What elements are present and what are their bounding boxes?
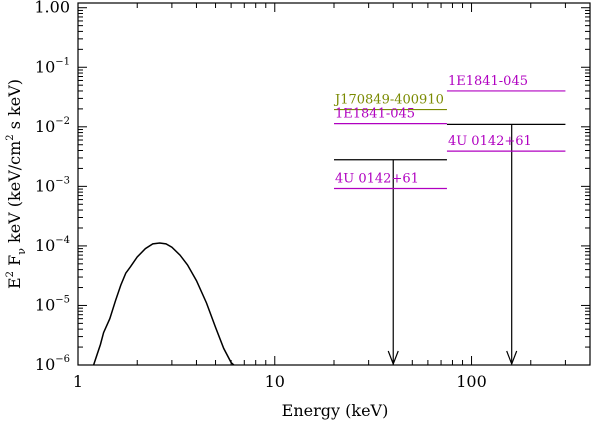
- y-axis-label-sup: 2: [5, 134, 16, 140]
- y-axis-label: E2 Fν keV (keV/cm2 s keV): [5, 79, 28, 289]
- y-tick-exponent: −6: [55, 354, 70, 365]
- y-axis-label-part: E: [5, 277, 24, 289]
- x-tick-label: 1: [73, 372, 83, 391]
- series-layer: [92, 242, 235, 366]
- y-tick-mantissa: 10: [35, 176, 55, 195]
- y-axis-label-part: F: [5, 255, 24, 271]
- source-label: 4U 0142+61: [448, 134, 532, 149]
- upper-limits-layer: [334, 123, 566, 366]
- y-tick-mantissa: 10: [35, 295, 55, 314]
- x-tick-label: 100: [456, 372, 487, 391]
- plot-frame: [77, 2, 591, 366]
- source-label: 4U 0142+61: [335, 172, 419, 187]
- y-tick-exponent: −5: [55, 294, 70, 305]
- y-tick-label: 1.00: [34, 0, 70, 17]
- spectrum-curve: [92, 242, 235, 366]
- y-axis-label-part: s keV): [5, 79, 24, 134]
- y-tick-exponent: −3: [55, 175, 70, 186]
- y-tick-mantissa: 10: [35, 57, 55, 76]
- x-axis: 1 10 100: [73, 3, 591, 391]
- y-axis-label-sub: ν: [15, 248, 28, 255]
- plot-border: [77, 2, 591, 366]
- x-axis-label: Energy (keV): [282, 401, 389, 420]
- upper-limit-arrow-head: [387, 350, 399, 366]
- y-tick-mantissa: 10: [35, 117, 55, 136]
- y-tick-label: 10−6: [35, 354, 70, 374]
- y-tick-exponent: −1: [55, 56, 70, 67]
- y-tick-label: 10−1: [35, 56, 70, 76]
- source-label: 1E1841-045: [335, 107, 415, 122]
- y-axis-label-part: keV (keV/cm: [5, 141, 24, 248]
- y-tick-label: 10−4: [35, 235, 70, 255]
- y-tick-mantissa: 1.00: [34, 0, 70, 17]
- y-tick-exponent: −2: [55, 116, 70, 127]
- y-tick-mantissa: 10: [35, 236, 55, 255]
- x-tick-label: 10: [265, 372, 285, 391]
- y-axis-label-sup: 2: [5, 271, 16, 277]
- y-tick-label: 10−2: [35, 116, 70, 136]
- source-label: J170849-400910: [333, 93, 444, 108]
- y-tick-mantissa: 10: [35, 355, 55, 374]
- y-tick-exponent: −4: [55, 235, 70, 246]
- upper-limit-arrow-head: [506, 350, 518, 366]
- y-tick-label: 10−3: [35, 175, 70, 195]
- y-tick-label: 10−5: [35, 294, 70, 314]
- source-label: 1E1841-045: [448, 74, 528, 89]
